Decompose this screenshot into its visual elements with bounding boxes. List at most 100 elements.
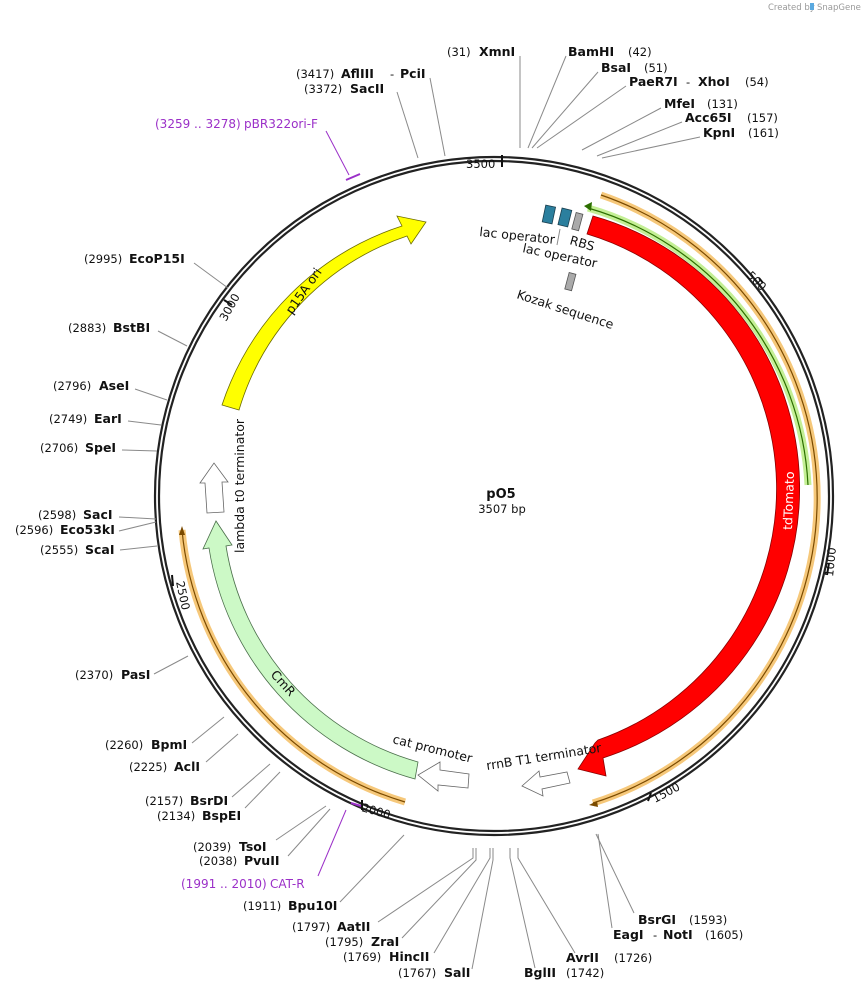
site-scai: (2555) ScaI — [40, 542, 158, 557]
site-eagi-sep: - — [653, 928, 657, 942]
site-acc65i-name: Acc65I — [685, 110, 732, 125]
site-bamhi: BamHI (42) — [527, 44, 652, 149]
site-bsai-name: BsaI — [601, 60, 631, 75]
site-bsai: BsaI (51) — [531, 60, 668, 149]
site-bpmi: (2260) BpmI — [105, 716, 225, 752]
site-bglii-pos: (1742) — [566, 966, 604, 980]
site-mfei-pos: (131) — [707, 97, 738, 111]
site-bsai-pos: (51) — [644, 61, 668, 75]
orange-arc-left-arrowhead — [179, 526, 185, 535]
tick-label-2000: 2000 — [360, 800, 392, 822]
site-aatii-name: AatII — [337, 919, 370, 934]
p15a-ori-feature-arrow — [221, 215, 427, 411]
site-bspei-pos: (2134) — [157, 809, 195, 823]
site-eco53ki-name: Eco53kI — [60, 522, 115, 537]
site-bstbi: (2883) BstBI — [68, 320, 188, 347]
site-ecop15i: (2995) EcoP15I — [84, 251, 229, 289]
site-paer7i-xhoi-pos: (54) — [745, 75, 769, 89]
site-tsoi-name: TsoI — [239, 839, 267, 854]
site-avrii-name: AvrII — [566, 950, 599, 965]
site-scai-name: ScaI — [85, 542, 115, 557]
site-hincii-name: HincII — [389, 949, 429, 964]
site-eagi-noti: EagI - NotI (1605) — [597, 833, 743, 942]
lac-operator-1-box — [541, 204, 557, 225]
plasmid-length: 3507 bp — [478, 502, 526, 516]
snapgene-brand: Created by SnapGene — [768, 3, 861, 13]
green-arc-arrowhead — [584, 202, 592, 211]
kozak-sequence-label: Kozak sequence — [515, 287, 616, 333]
site-bsrdi-pos: (2157) — [145, 794, 183, 808]
green-arc — [587, 207, 809, 486]
primer-cat-r-name: CAT-R — [270, 877, 305, 891]
rbs-label: RBS — [568, 232, 596, 253]
site-bpmi-name: BpmI — [151, 737, 187, 752]
site-tsoi: (2039) TsoI — [193, 805, 327, 854]
cat-promoter-arrow — [417, 761, 470, 792]
orange-arc-right — [592, 194, 818, 804]
primer-cat-r-range: (1991 .. 2010) — [181, 877, 267, 891]
tick-500 — [758, 277, 764, 284]
site-hincii: (1769) HincII — [343, 848, 491, 964]
primer-cat-r: (1991 .. 2010) CAT-R — [181, 802, 362, 891]
brand-created-by: Created by — [768, 3, 815, 13]
site-acli-pos: (2225) — [129, 760, 167, 774]
site-pasi-pos: (2370) — [75, 668, 113, 682]
site-sali-name: SalI — [444, 965, 470, 980]
tick-1500 — [647, 792, 652, 802]
site-aatii-pos: (1797) — [292, 920, 330, 934]
site-pasi: (2370) PasI — [75, 655, 189, 682]
site-eari-name: EarI — [94, 411, 122, 426]
site-noti-name: NotI — [663, 927, 693, 942]
site-acli-name: AclI — [174, 759, 200, 774]
site-bglii: BglII (1742) — [509, 848, 604, 980]
primer-pbr322ori-f-range: (3259 .. 3278) — [155, 117, 241, 131]
site-bamhi-pos: (42) — [628, 45, 652, 59]
site-bpmi-pos: (2260) — [105, 738, 143, 752]
tick-label-3500: 3500 — [466, 157, 495, 171]
rrnb-t1-terminator-arrow — [521, 770, 571, 797]
site-pvuii-pos: (2038) — [199, 854, 237, 868]
tick-2500 — [171, 574, 174, 587]
site-sali-pos: (1767) — [398, 966, 436, 980]
site-eagi-name: EagI — [613, 927, 644, 942]
site-afliii-pos: (3417) — [296, 67, 334, 81]
lac-operator-2-leader — [556, 228, 561, 246]
site-paer7i-name: PaeR7I — [629, 74, 678, 89]
site-scai-pos: (2555) — [40, 543, 78, 557]
primer-cat-r-mark — [350, 802, 362, 807]
brand-product: SnapGene — [817, 3, 861, 13]
lambda-t0-terminator-arrow — [199, 462, 229, 514]
site-bspei-name: BspEI — [202, 808, 241, 823]
site-bpu10i-pos: (1911) — [243, 899, 281, 913]
snapgene-logo-icon — [810, 3, 814, 10]
site-xmni: (31) XmnI — [447, 44, 521, 148]
tick-1000 — [826, 562, 830, 576]
site-bpu10i: (1911) Bpu10I — [243, 834, 405, 913]
primer-pbr322ori-f-leader — [325, 130, 350, 176]
plasmid-name: pO5 — [486, 487, 515, 502]
site-bpu10i-name: Bpu10I — [288, 898, 337, 913]
primer-pbr322ori-f-name: pBR322ori-F — [244, 117, 318, 131]
site-avrii-pos: (1726) — [614, 951, 652, 965]
lac-operator-1-label: lac operator — [479, 224, 557, 247]
site-pcii-name: PciI — [400, 66, 426, 81]
tdtomato-feature-arrow — [577, 215, 800, 777]
site-acc65i-pos: (157) — [747, 111, 778, 125]
rbs-box — [571, 212, 584, 232]
site-pvuii: (2038) PvuII — [199, 808, 331, 868]
site-bstbi-name: BstBI — [113, 320, 150, 335]
orange-arc-left — [181, 529, 406, 803]
restriction-sites: (31) XmnI BamHI (42) BsaI (51) PaeR7I - … — [15, 44, 779, 980]
site-avrii: AvrII (1726) — [517, 848, 652, 965]
primer-pbr322ori-f: (3259 .. 3278) pBR322ori-F — [155, 117, 361, 181]
site-asei-name: AseI — [99, 378, 129, 393]
site-sacii: (3372) SacII — [304, 81, 419, 159]
site-eagi-noti-pos: (1605) — [705, 928, 743, 942]
tdtomato-label: tdTomato — [780, 471, 797, 530]
backbone-inner-ring — [157, 159, 831, 833]
site-kpni-name: KpnI — [703, 125, 735, 140]
site-eari-pos: (2749) — [49, 412, 87, 426]
lambda-t0-terminator-label: lambda t0 terminator — [232, 418, 247, 553]
site-bstbi-pos: (2883) — [68, 321, 106, 335]
